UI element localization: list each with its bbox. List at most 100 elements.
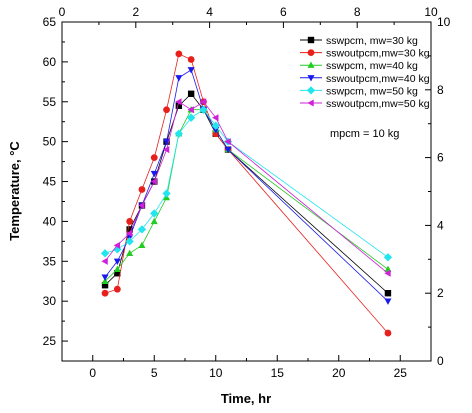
- right-tick-label: 4: [437, 218, 444, 232]
- series-layer: [100, 50, 393, 337]
- legend-label: sswpcm, mw=50 kg: [326, 85, 418, 97]
- x-tick-label: 10: [209, 366, 223, 380]
- data-point: [150, 217, 158, 225]
- right-tick-label: 6: [437, 151, 444, 165]
- legend-item: sswpcm, mw=30 kg: [300, 35, 418, 47]
- legend-marker: [307, 75, 315, 82]
- data-point: [187, 67, 195, 74]
- x-tick-label: 15: [271, 366, 285, 380]
- legend-label: sswoutpcm,mw=40 kg: [326, 73, 430, 85]
- legend-marker: [306, 86, 316, 95]
- data-point: [150, 178, 157, 186]
- legend-marker: [307, 99, 314, 107]
- data-point: [199, 105, 208, 114]
- data-point: [150, 209, 159, 218]
- legend-item: sswoutpcm,mw=40 kg: [300, 73, 430, 85]
- data-point: [113, 258, 121, 265]
- right-tick-label: 10: [437, 15, 451, 29]
- legend-label: sswpcm, mw=40 kg: [326, 60, 418, 72]
- data-point: [199, 98, 207, 106]
- data-point: [125, 229, 133, 237]
- y-tick-label: 45: [43, 175, 57, 189]
- data-point: [137, 225, 147, 234]
- legend-marker: [307, 36, 315, 44]
- data-point: [187, 90, 195, 97]
- legend-label: sswoutpcm,mw=50 kg: [326, 98, 430, 110]
- series-6: [101, 98, 391, 277]
- legend-item: sswpcm, mw=40 kg: [300, 60, 418, 72]
- data-point: [162, 189, 171, 198]
- data-point: [113, 265, 121, 272]
- data-point: [125, 237, 134, 246]
- data-point: [174, 129, 184, 138]
- legend-label: sswoutpcm,mw=30 kg: [326, 48, 430, 60]
- legend-marker: [307, 61, 315, 68]
- data-point: [126, 218, 134, 225]
- legend-marker: [307, 49, 315, 56]
- data-point: [187, 106, 194, 114]
- y-tick-label: 60: [43, 55, 57, 69]
- data-point: [138, 186, 146, 193]
- y-tick-label: 50: [43, 135, 57, 149]
- data-point: [101, 257, 108, 265]
- top-tick-label: 6: [280, 5, 287, 19]
- top-tick-label: 0: [59, 5, 66, 19]
- series-line: [104, 101, 389, 274]
- data-point: [384, 298, 392, 305]
- legend-item: sswoutpcm,mw=30 kg: [300, 48, 430, 60]
- top-tick-label: 2: [132, 5, 139, 19]
- x-tick-label: 25: [394, 366, 408, 380]
- data-point: [175, 98, 182, 106]
- data-point: [163, 138, 171, 146]
- series-5: [100, 105, 393, 262]
- y-tick-label: 40: [43, 214, 57, 228]
- top-tick-label: 4: [206, 5, 213, 19]
- data-point: [187, 56, 195, 63]
- legend-item: sswoutpcm,mw=50 kg: [300, 98, 430, 110]
- data-point: [138, 201, 145, 209]
- y-tick-label: 35: [43, 254, 57, 268]
- top-tick-label: 10: [424, 5, 438, 19]
- data-point: [163, 106, 170, 114]
- data-point: [186, 113, 196, 122]
- data-point: [175, 50, 183, 58]
- y-tick-label: 25: [43, 334, 57, 348]
- y-axis-title: Temperature, °C: [7, 141, 22, 241]
- data-point: [101, 289, 109, 297]
- data-point: [224, 138, 231, 146]
- data-point: [211, 121, 220, 130]
- top-tick-label: 8: [354, 5, 361, 19]
- data-point: [138, 241, 146, 249]
- x-tick-label: 20: [332, 366, 346, 380]
- series-1: [101, 90, 392, 297]
- y-tick-label: 65: [43, 15, 57, 29]
- data-point: [175, 75, 183, 82]
- data-point: [126, 249, 134, 257]
- data-point: [113, 285, 121, 293]
- data-point: [113, 241, 121, 249]
- data-point: [224, 146, 232, 154]
- x-tick-label: 5: [151, 366, 158, 380]
- data-point: [384, 269, 391, 277]
- series-line: [104, 93, 389, 294]
- data-point: [384, 329, 392, 337]
- legend-label: sswpcm, mw=30 kg: [326, 35, 418, 47]
- data-point: [100, 249, 110, 258]
- data-point: [212, 114, 219, 122]
- data-point: [150, 154, 158, 162]
- data-point: [384, 290, 392, 297]
- right-tick-label: 0: [437, 354, 444, 368]
- right-tick-label: 8: [437, 83, 444, 97]
- data-point: [150, 170, 158, 178]
- annotation-mpcm: mpcm = 10 kg: [330, 128, 399, 140]
- data-point: [162, 146, 170, 154]
- data-point: [383, 253, 393, 262]
- x-tick-label: 0: [89, 366, 96, 380]
- y-tick-label: 55: [43, 95, 57, 109]
- legend-item: sswpcm, mw=50 kg: [300, 85, 418, 97]
- y-tick-label: 30: [43, 294, 57, 308]
- right-tick-label: 2: [437, 286, 444, 300]
